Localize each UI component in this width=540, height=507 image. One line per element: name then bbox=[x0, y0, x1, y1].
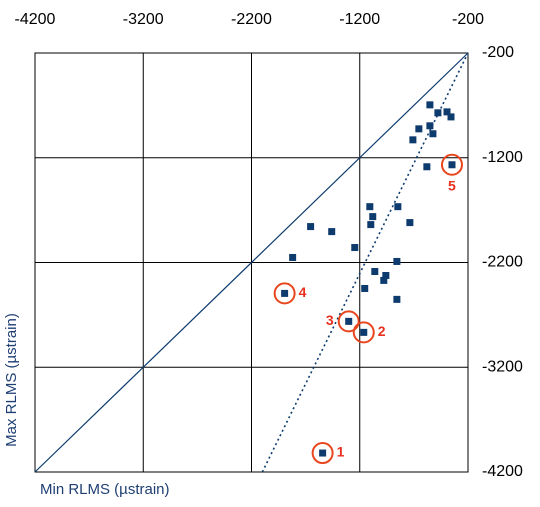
point bbox=[367, 221, 375, 229]
annotation-label: 4 bbox=[299, 284, 307, 300]
point bbox=[434, 109, 442, 117]
point bbox=[415, 125, 423, 133]
point bbox=[351, 244, 359, 252]
point bbox=[360, 328, 368, 336]
point bbox=[443, 108, 451, 116]
point bbox=[393, 257, 401, 265]
x-tick-label: -4200 bbox=[15, 11, 56, 28]
y-tick-label: -2200 bbox=[482, 254, 523, 271]
y-tick-label: -1200 bbox=[482, 149, 523, 166]
point bbox=[406, 219, 414, 227]
point bbox=[371, 268, 379, 276]
point bbox=[423, 163, 431, 171]
annotation-circle bbox=[352, 321, 375, 344]
point bbox=[409, 136, 417, 144]
x-tick-label: -1200 bbox=[339, 11, 380, 28]
point bbox=[382, 271, 390, 279]
x-tick-label: -3200 bbox=[123, 11, 164, 28]
identity-line bbox=[34, 52, 469, 473]
annotation-circle bbox=[337, 310, 360, 333]
annotation-label: 2 bbox=[378, 323, 386, 339]
point bbox=[426, 122, 434, 130]
point bbox=[426, 101, 434, 109]
y-tick-label: -4200 bbox=[482, 463, 523, 480]
y-axis-title: Max RLMS (µstrain) bbox=[3, 313, 20, 447]
point bbox=[394, 203, 402, 211]
annotation-label: 1 bbox=[337, 444, 345, 460]
point bbox=[307, 223, 315, 231]
point bbox=[345, 317, 353, 325]
point bbox=[289, 253, 297, 261]
x-tick-label: -200 bbox=[452, 11, 484, 28]
point bbox=[319, 449, 327, 457]
y-tick-label: -200 bbox=[482, 44, 514, 61]
point bbox=[366, 203, 374, 211]
point bbox=[281, 289, 289, 297]
point bbox=[361, 284, 369, 292]
point bbox=[447, 113, 455, 121]
annotation-circle bbox=[311, 442, 334, 465]
y-tick-label: -3200 bbox=[482, 358, 523, 375]
annotation-circle bbox=[273, 282, 296, 305]
x-tick-label: -2200 bbox=[231, 11, 272, 28]
point bbox=[369, 213, 377, 221]
point bbox=[393, 295, 401, 303]
x-axis-title: Min RLMS (µstrain) bbox=[40, 481, 170, 498]
point bbox=[328, 228, 336, 236]
point bbox=[380, 276, 388, 284]
annotation-label: 3 bbox=[326, 312, 334, 328]
point bbox=[429, 130, 437, 138]
annotation-circle bbox=[440, 153, 463, 176]
annotation-label: 5 bbox=[448, 177, 456, 193]
point bbox=[448, 161, 456, 169]
